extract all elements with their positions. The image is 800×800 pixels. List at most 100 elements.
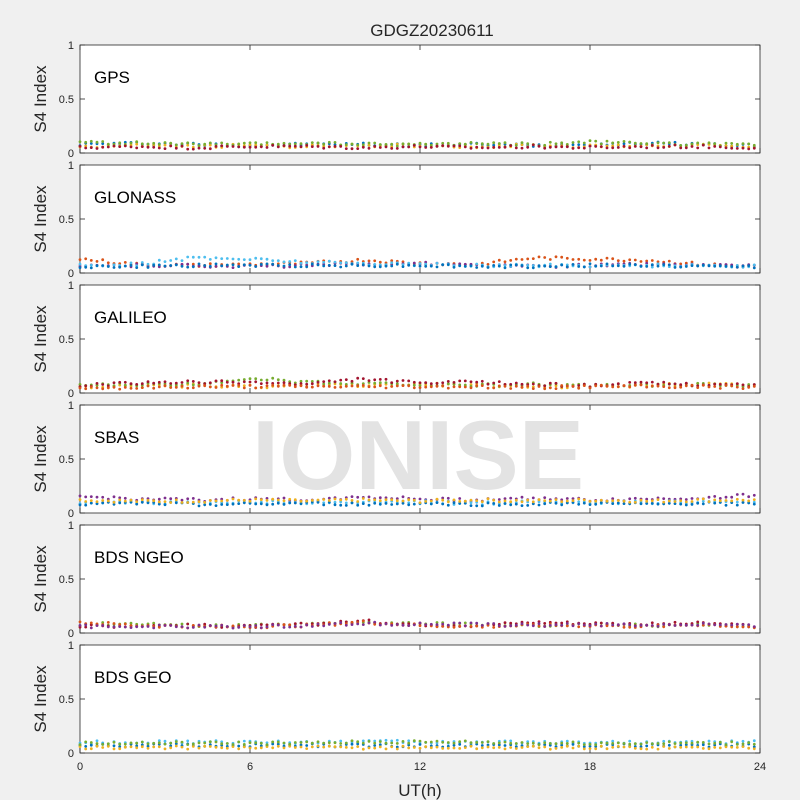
- s4-point: [747, 501, 751, 505]
- s4-point: [378, 745, 382, 749]
- s4-point: [356, 622, 360, 626]
- s4-point: [163, 747, 167, 751]
- s4-point: [475, 747, 479, 751]
- s4-point: [475, 621, 479, 625]
- s4-point: [520, 741, 524, 744]
- s4-point: [191, 255, 195, 259]
- s4-point: [412, 502, 416, 506]
- s4-point: [203, 501, 207, 504]
- s4-point: [242, 386, 246, 390]
- s4-point: [724, 745, 728, 749]
- s4-point: [163, 624, 167, 627]
- s4-point: [616, 745, 620, 748]
- s4-point: [282, 741, 286, 745]
- s4-point: [367, 621, 371, 625]
- s4-point: [537, 620, 541, 623]
- s4-point: [503, 384, 507, 388]
- s4-point: [237, 498, 241, 502]
- s4-point: [662, 141, 666, 145]
- s4-point: [690, 623, 694, 627]
- s4-point: [248, 143, 252, 147]
- s4-point: [248, 145, 252, 149]
- s4-point: [475, 142, 479, 146]
- s4-point: [645, 381, 649, 385]
- s4-point: [203, 625, 207, 629]
- s4-point: [191, 497, 195, 500]
- s4-point: [135, 502, 139, 506]
- s4-point: [395, 738, 399, 742]
- s4-point: [418, 501, 422, 504]
- s4-point: [730, 623, 734, 627]
- s4-point: [486, 142, 490, 146]
- s4-point: [611, 497, 615, 501]
- s4-point: [271, 376, 275, 380]
- s4-point: [622, 745, 626, 749]
- s4-point: [497, 258, 501, 262]
- s4-point: [129, 500, 133, 504]
- s4-point: [724, 264, 728, 268]
- s4-point: [293, 385, 297, 389]
- s4-point: [435, 382, 439, 385]
- s4-point: [673, 386, 677, 390]
- s4-point: [101, 145, 105, 149]
- s4-point: [679, 383, 683, 387]
- s4-point: [441, 740, 445, 744]
- s4-point: [288, 497, 292, 501]
- s4-point: [208, 141, 212, 145]
- s4-point: [78, 262, 82, 266]
- s4-point: [299, 741, 303, 744]
- s4-point: [367, 379, 371, 382]
- s4-point: [259, 143, 263, 147]
- s4-point: [418, 141, 422, 145]
- s4-point: [84, 747, 88, 751]
- s4-point: [446, 496, 450, 500]
- s4-point: [582, 745, 586, 749]
- s4-point: [424, 142, 428, 146]
- s4-point: [118, 498, 122, 502]
- s4-point: [180, 144, 184, 148]
- s4-point: [356, 745, 360, 748]
- s4-point: [242, 739, 246, 743]
- s4-point: [441, 141, 445, 145]
- s4-point: [231, 380, 235, 384]
- s4-point: [373, 381, 377, 385]
- s4-point: [679, 265, 683, 269]
- s4-point: [214, 504, 218, 507]
- s4-point: [446, 144, 450, 148]
- s4-point: [180, 264, 184, 268]
- s4-point: [520, 141, 524, 145]
- s4-point: [633, 145, 637, 148]
- s4-point: [361, 497, 365, 500]
- s4-point: [316, 141, 320, 145]
- s4-point: [271, 742, 275, 746]
- s4-point: [367, 141, 371, 145]
- s4-point: [480, 500, 484, 504]
- s4-point: [690, 260, 694, 264]
- s4-point: [741, 498, 745, 502]
- s4-point: [718, 264, 722, 268]
- s4-point: [645, 385, 649, 389]
- s4-point: [157, 625, 161, 629]
- s4-point: [469, 504, 473, 507]
- s4-point: [605, 624, 609, 628]
- s4-point: [140, 386, 144, 389]
- s4-point: [89, 146, 93, 150]
- s4-point: [310, 385, 314, 389]
- s4-point: [441, 381, 445, 385]
- s4-point: [480, 741, 484, 744]
- s4-point: [469, 141, 473, 144]
- s4-point: [503, 502, 507, 505]
- s4-point: [571, 143, 575, 147]
- s4-point: [718, 145, 722, 149]
- s4-point: [418, 746, 422, 750]
- s4-point: [152, 621, 156, 625]
- s4-point: [293, 624, 297, 628]
- s4-point: [628, 385, 632, 389]
- s4-point: [157, 741, 161, 745]
- s4-point: [696, 264, 700, 268]
- s4-point: [435, 142, 439, 146]
- s4-point: [463, 624, 467, 628]
- s4-point: [741, 742, 745, 746]
- s4-point: [735, 503, 739, 507]
